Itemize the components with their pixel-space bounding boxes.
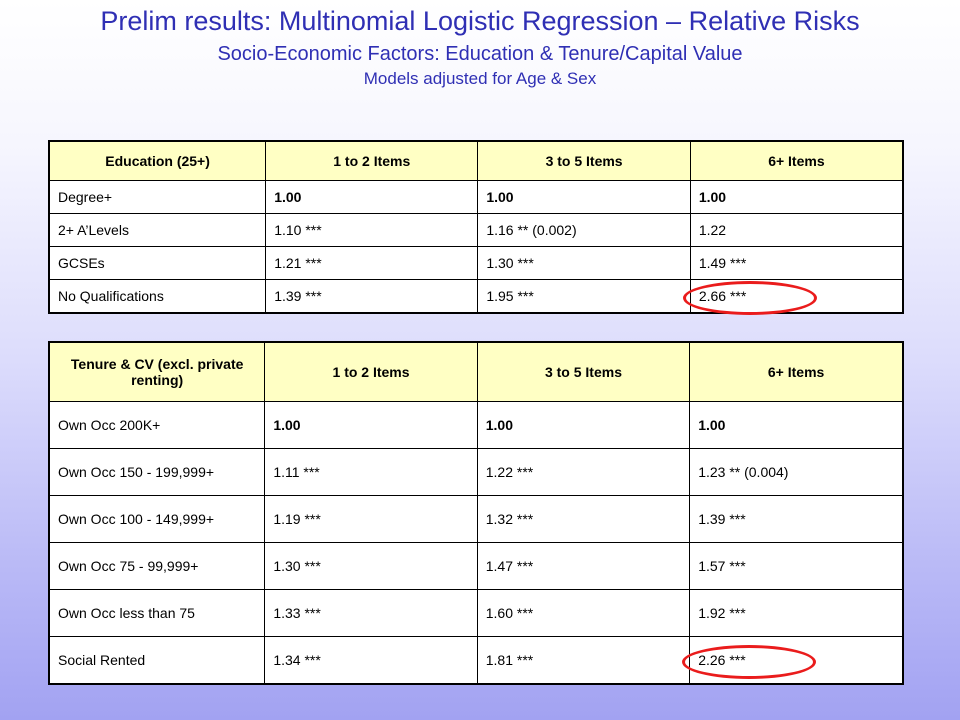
education-header-row: Education (25+) 1 to 2 Items 3 to 5 Item… [48, 140, 904, 181]
slide-subtitle: Socio-Economic Factors: Education & Tenu… [217, 43, 743, 65]
table-cell: 1.00 [477, 180, 691, 214]
education-header-1-2-items: 1 to 2 Items [265, 140, 479, 181]
table-row: 2+ A’Levels 1.10 *** 1.16 ** (0.002) 1.2… [48, 213, 904, 247]
table-cell: 1.92 *** [689, 589, 904, 637]
row-label: Own Occ less than 75 [48, 589, 266, 637]
row-label: Own Occ 150 - 199,999+ [48, 448, 266, 496]
table-cell: 1.95 *** [477, 279, 691, 314]
table-cell: 1.39 *** [265, 279, 479, 314]
row-label: 2+ A’Levels [48, 213, 267, 247]
education-table: Education (25+) 1 to 2 Items 3 to 5 Item… [48, 140, 904, 315]
table-row: Degree+ 1.00 1.00 1.00 [48, 180, 904, 214]
table-cell: 1.11 *** [264, 448, 478, 496]
table-cell: 1.39 *** [689, 495, 904, 543]
education-header-3-5-items: 3 to 5 Items [477, 140, 691, 181]
education-header-6plus-items: 6+ Items [689, 140, 904, 181]
table-cell: 1.16 ** (0.002) [477, 213, 691, 247]
table-row: Own Occ 200K+ 1.00 1.00 1.00 [48, 401, 904, 449]
table-cell: 1.49 *** [689, 246, 904, 280]
table-cell: 1.21 *** [265, 246, 479, 280]
table-cell-value: 2.66 *** [698, 288, 747, 304]
table-cell: 1.00 [265, 180, 479, 214]
table-cell: 1.60 *** [476, 589, 691, 637]
table-row: Own Occ 75 - 99,999+ 1.30 *** 1.47 *** 1… [48, 542, 904, 590]
table-cell: 1.00 [689, 180, 904, 214]
slide-subtitle-models: Models adjusted for Age & Sex [363, 69, 597, 88]
tenure-header-row: Tenure & CV (excl. private renting) 1 to… [48, 341, 904, 402]
tenure-header-1-2-items: 1 to 2 Items [264, 341, 478, 402]
table-cell: 1.34 *** [264, 636, 478, 685]
row-label: Social Rented [48, 636, 266, 685]
table-cell: 1.30 *** [264, 542, 478, 590]
table-cell: 1.33 *** [264, 589, 478, 637]
table-cell: 1.00 [476, 401, 691, 449]
table-row: Own Occ 100 - 149,999+ 1.19 *** 1.32 ***… [48, 495, 904, 543]
table-cell: 1.10 *** [265, 213, 479, 247]
table-cell: 1.30 *** [477, 246, 691, 280]
row-label: Own Occ 200K+ [48, 401, 266, 449]
table-cell: 1.81 *** [476, 636, 691, 685]
table-cell: 1.00 [264, 401, 478, 449]
table-row: Own Occ less than 75 1.33 *** 1.60 *** 1… [48, 589, 904, 637]
tenure-header-6plus-items: 6+ Items [689, 341, 904, 402]
highlighted-cell: 2.26 *** [682, 636, 904, 685]
table-row: Social Rented 1.34 *** 1.81 *** 2.26 *** [48, 636, 904, 685]
table-cell: 1.22 [689, 213, 904, 247]
slide-title: Prelim results: Multinomial Logistic Reg… [100, 6, 860, 36]
table-cell: 1.22 *** [476, 448, 691, 496]
row-label: Own Occ 100 - 149,999+ [48, 495, 266, 543]
table-cell: 1.47 *** [476, 542, 691, 590]
table-cell-value: 2.26 *** [698, 652, 746, 668]
tenure-header-factor: Tenure & CV (excl. private renting) [48, 341, 266, 402]
tenure-header-3-5-items: 3 to 5 Items [476, 341, 691, 402]
table-row: Own Occ 150 - 199,999+ 1.11 *** 1.22 ***… [48, 448, 904, 496]
education-header-factor: Education (25+) [48, 140, 267, 181]
row-label: No Qualifications [48, 279, 267, 314]
highlighted-cell: 2.66 *** [682, 279, 904, 315]
table-cell: 1.57 *** [689, 542, 904, 590]
table-cell: 1.32 *** [476, 495, 691, 543]
row-label: GCSEs [48, 246, 267, 280]
row-label: Degree+ [48, 180, 267, 214]
table-cell: 1.19 *** [264, 495, 478, 543]
table-row: No Qualifications 1.39 *** 1.95 *** 2.66… [48, 279, 904, 315]
tenure-table: Tenure & CV (excl. private renting) 1 to… [48, 341, 904, 685]
row-label: Own Occ 75 - 99,999+ [48, 542, 266, 590]
table-cell: 1.00 [689, 401, 904, 449]
slide-title-block: Prelim results: Multinomial Logistic Reg… [40, 2, 920, 90]
table-row: GCSEs 1.21 *** 1.30 *** 1.49 *** [48, 246, 904, 280]
table-cell: 1.23 ** (0.004) [689, 448, 904, 496]
